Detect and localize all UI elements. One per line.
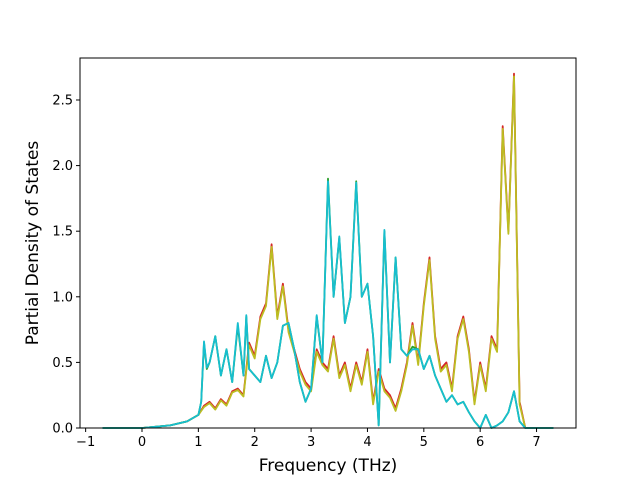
x-tick-label: 6 — [476, 435, 484, 450]
x-tick-label: 1 — [194, 435, 202, 450]
series-line-1 — [102, 75, 554, 429]
y-tick-label: 1.5 — [52, 225, 73, 240]
plot-frame — [79, 57, 577, 429]
x-tick-label: 3 — [307, 435, 315, 450]
y-tick-label: 0.0 — [52, 422, 73, 437]
y-tick-label: 1.0 — [52, 290, 73, 305]
x-axis-label: Frequency (THz) — [259, 456, 398, 476]
x-tick-label: 0 — [138, 435, 146, 450]
x-tick-label: 2 — [251, 435, 259, 450]
x-tick-label: −1 — [76, 435, 95, 450]
x-tick-label: 5 — [420, 435, 428, 450]
x-tick-label: 7 — [532, 435, 540, 450]
y-axis-label: Partial Density of States — [23, 141, 43, 346]
y-tick-label: 2.0 — [52, 159, 73, 174]
x-tick-label: 4 — [363, 435, 371, 450]
series-line-3 — [102, 180, 554, 429]
y-tick-label: 0.5 — [52, 356, 73, 371]
x-axis: −1 0 1 2 3 4 5 6 7 — [76, 428, 541, 450]
y-axis: 0.0 0.5 1.0 1.5 2.0 2.5 — [52, 93, 80, 437]
y-tick-label: 2.5 — [52, 93, 73, 108]
series-layer — [102, 72, 554, 429]
